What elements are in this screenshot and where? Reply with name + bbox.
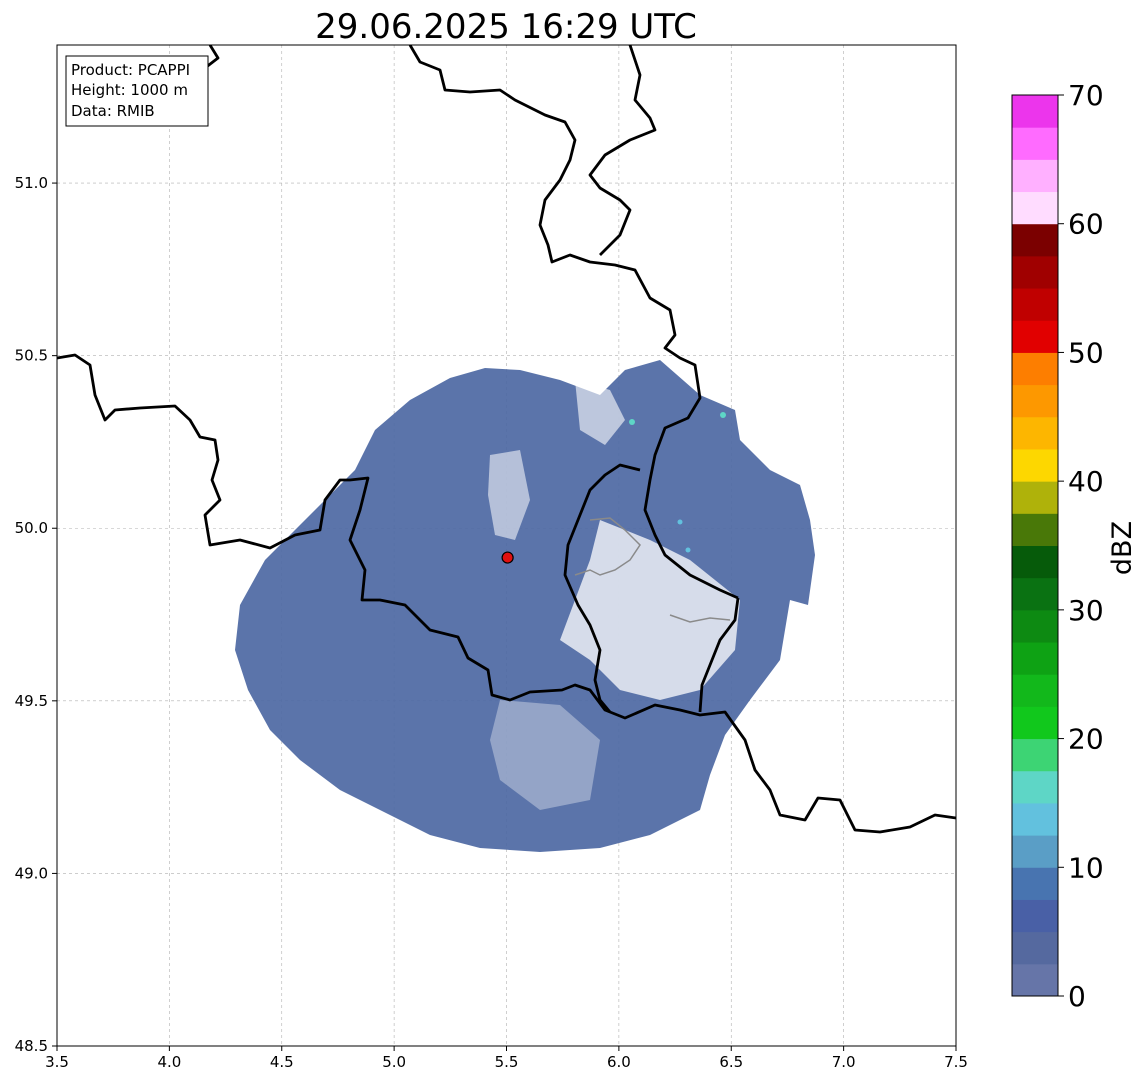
- regional-borders: [574, 517, 731, 623]
- x-tick-label: 6.5: [719, 1053, 743, 1071]
- radar-gap-ne: [575, 380, 625, 445]
- colorbar-cell: [1012, 255, 1058, 289]
- colorbar-cell: [1012, 738, 1058, 772]
- colorbar-tick-label: 70: [1068, 79, 1104, 112]
- radar-gap-north: [488, 450, 530, 540]
- country-borders: [57, 45, 956, 834]
- colorbar-tick-label: 0: [1068, 980, 1086, 1013]
- colorbar-cell: [1012, 706, 1058, 740]
- colorbar-cell: [1012, 127, 1058, 160]
- map-panel: 3.5 4.0 4.5 5.0 5.5 6.0 6.5 7.0 7.5 48.5 49.0 49.5…: [15, 44, 968, 1071]
- colorbar-tick-label: 60: [1068, 208, 1104, 241]
- colorbar-frame: [1011, 94, 1059, 997]
- border-fr-be-west: [57, 353, 956, 834]
- y-tick-label: 51.0: [15, 174, 48, 192]
- colorbar-cell: [1012, 191, 1058, 225]
- radar-echo-area: [235, 360, 815, 852]
- info-product: Product: PCAPPI: [71, 61, 190, 79]
- colorbar-cell: [1012, 352, 1058, 386]
- border-nl-de-north: [588, 45, 657, 256]
- colorbar-cell: [1012, 159, 1058, 193]
- info-height: Height: 1000 m: [71, 81, 188, 99]
- colorbar-tick-label: 20: [1068, 723, 1104, 756]
- echo-cell: [629, 419, 635, 425]
- border-be-de-north: [408, 45, 739, 600]
- colorbar-tick-label: 40: [1068, 465, 1104, 498]
- colorbar-cell: [1012, 609, 1058, 643]
- colorbar-cell: [1012, 448, 1058, 482]
- radar-gap-east: [560, 520, 740, 700]
- y-tick-label: 48.5: [15, 1037, 48, 1055]
- x-tick-label: 7.5: [944, 1053, 968, 1071]
- colorbar-cell: [1012, 835, 1058, 868]
- colorbar-cell: [1012, 931, 1058, 965]
- regional-border: [669, 614, 731, 623]
- colorbar-cell: [1012, 577, 1058, 611]
- y-axis: 48.5 49.0 49.5 50.0 50.5 51.0: [15, 174, 57, 1055]
- colorbar-cells: [1012, 95, 1058, 997]
- y-tick-label: 50.5: [15, 347, 48, 365]
- radar-gap-south: [490, 700, 600, 810]
- colorbar-cell: [1012, 513, 1058, 546]
- border-lux: [563, 463, 641, 713]
- y-tick-label: 49.0: [15, 864, 48, 882]
- info-box: Product: PCAPPI Height: 1000 m Data: RMI…: [65, 55, 209, 127]
- colorbar-cell: [1012, 802, 1058, 836]
- border-de-fr-east: [698, 597, 740, 713]
- radar-echo-layer: [57, 45, 956, 852]
- colorbar-cell: [1012, 899, 1058, 933]
- echo-cell: [685, 547, 691, 553]
- colorbar-cell: [1012, 770, 1058, 804]
- colorbar-cell: [1012, 481, 1058, 514]
- regional-border: [574, 517, 641, 576]
- x-tick-label: 4.5: [270, 1053, 294, 1071]
- colorbar-cell: [1012, 963, 1058, 997]
- colorbar-cell: [1012, 288, 1058, 321]
- info-data: Data: RMIB: [71, 102, 155, 120]
- echo-cell: [677, 519, 683, 525]
- x-axis: 3.5 4.0 4.5 5.0 5.5 6.0 6.5 7.0 7.5: [45, 1046, 968, 1071]
- map-title: 29.06.2025 16:29 UTC: [315, 7, 697, 47]
- x-tick-label: 6.0: [607, 1053, 631, 1071]
- x-tick-label: 5.0: [382, 1053, 406, 1071]
- echo-cell: [720, 412, 726, 418]
- colorbar-cell: [1012, 320, 1058, 353]
- info-box-frame: [65, 55, 209, 127]
- colorbar-cell: [1012, 545, 1058, 579]
- y-tick-label: 49.5: [15, 692, 48, 710]
- x-tick-label: 5.5: [495, 1053, 519, 1071]
- x-tick-label: 3.5: [45, 1053, 69, 1071]
- colorbar-cell: [1012, 674, 1058, 707]
- x-tick-label: 7.0: [832, 1053, 856, 1071]
- colorbar-cell: [1012, 416, 1058, 450]
- colorbar-label: dBZ: [1107, 521, 1138, 575]
- colorbar-cell: [1012, 642, 1058, 675]
- colorbar: 0 10 20 30 40 50 60 70 dBZ: [1011, 79, 1138, 1013]
- colorbar-ticks: 0 10 20 30 40 50 60 70: [1058, 79, 1104, 1013]
- colorbar-cell: [1012, 223, 1058, 257]
- colorbar-cell: [1012, 867, 1058, 900]
- colorbar-tick-label: 10: [1068, 851, 1104, 884]
- colorbar-cell: [1012, 95, 1058, 128]
- y-tick-label: 50.0: [15, 519, 48, 537]
- colorbar-tick-label: 50: [1068, 336, 1104, 369]
- colorbar-cell: [1012, 384, 1058, 418]
- colorbar-tick-label: 30: [1068, 594, 1104, 627]
- radar-site-marker[interactable]: [501, 551, 514, 564]
- x-tick-label: 4.0: [157, 1053, 181, 1071]
